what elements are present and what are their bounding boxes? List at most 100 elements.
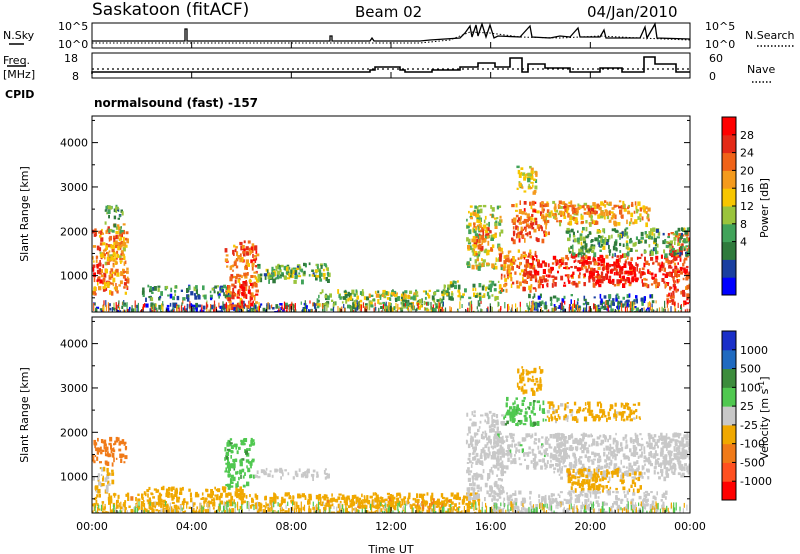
vel-cell — [525, 372, 529, 376]
nsky-label: N.Sky — [3, 29, 35, 42]
vel-cell — [519, 374, 522, 380]
power-cell — [384, 305, 388, 309]
power-cell — [616, 293, 619, 297]
power-cell — [614, 228, 617, 232]
power-cell — [217, 293, 221, 297]
power-cell — [599, 249, 602, 252]
power-cell — [250, 294, 253, 298]
power-cell — [476, 218, 479, 223]
power-cell — [119, 310, 122, 312]
vel-cell — [632, 410, 636, 413]
power-cell — [669, 245, 673, 249]
vel-cell — [113, 457, 115, 463]
vel-cell — [346, 495, 350, 500]
vel-cell — [228, 492, 232, 495]
power-cell — [289, 309, 291, 312]
power-cell — [515, 209, 518, 212]
power-cell — [533, 293, 536, 298]
vel-cell — [648, 452, 651, 457]
power-cell — [580, 255, 585, 259]
vel-cell — [162, 503, 166, 508]
power-cell — [630, 218, 633, 222]
vel-cell — [573, 464, 577, 469]
power-cell — [612, 282, 615, 285]
power-cell — [576, 304, 579, 312]
power-cell — [606, 239, 610, 243]
power-cell — [504, 278, 508, 282]
vel-cell — [486, 477, 489, 481]
vel-cell — [235, 471, 238, 475]
vel-cell — [622, 453, 626, 457]
power-cell — [447, 289, 449, 292]
vel-cell — [174, 490, 177, 494]
power-cell — [648, 307, 650, 312]
power-cell — [329, 293, 332, 298]
power-cell — [237, 302, 241, 308]
vel-cell — [335, 498, 338, 503]
power-cell — [255, 270, 258, 274]
power-cell — [618, 301, 621, 304]
power-cell — [517, 217, 520, 221]
vel-cell — [637, 455, 640, 459]
power-cell — [104, 261, 108, 266]
power-cell — [251, 246, 253, 251]
power-cell — [525, 310, 527, 312]
power-cell — [515, 214, 519, 218]
vel-cell — [393, 496, 396, 500]
power-cell — [252, 259, 256, 262]
power-cell — [469, 205, 473, 208]
power-cell — [587, 208, 591, 213]
power-cell — [461, 304, 463, 308]
vel-cell — [479, 454, 483, 459]
power-cell — [510, 283, 513, 288]
power-cell — [246, 309, 250, 312]
vel-cell — [486, 421, 490, 425]
power-cell — [498, 221, 502, 226]
vel-cell — [121, 439, 125, 444]
power-cell — [378, 307, 380, 312]
power-cell — [485, 234, 488, 240]
vel-cell — [374, 497, 377, 503]
power-cell — [626, 294, 630, 299]
vel-cell — [407, 501, 410, 505]
vel-cell — [258, 503, 261, 507]
power-cell — [671, 247, 675, 251]
vel-cell — [441, 503, 444, 508]
vel-cell — [211, 490, 214, 496]
vel-cell — [304, 496, 307, 500]
vel-cell — [251, 443, 255, 446]
power-cell — [247, 263, 250, 267]
power-cell — [224, 303, 227, 308]
vel-cell — [118, 441, 121, 446]
power-cell — [166, 304, 170, 308]
power-cell — [660, 254, 663, 259]
power-cell — [682, 267, 686, 270]
power-cell — [597, 235, 601, 239]
power-cell — [515, 225, 518, 230]
power-cell — [170, 287, 173, 293]
vel-cell — [104, 477, 108, 483]
power-cell — [618, 206, 622, 209]
power-cell — [478, 233, 481, 236]
vel-cell — [687, 469, 690, 475]
power-cell — [657, 262, 661, 266]
vel-cell — [588, 466, 591, 471]
vel-cell — [211, 495, 213, 498]
vel-cell — [188, 506, 192, 509]
vel-cell — [101, 483, 105, 487]
vel-cell — [341, 497, 344, 500]
vel-cell — [416, 493, 419, 499]
power-cell — [244, 294, 247, 298]
power-cell — [572, 252, 576, 256]
power-cell — [123, 282, 127, 286]
vel-cell — [475, 496, 479, 499]
vel-cell — [626, 403, 630, 406]
power-cell — [562, 305, 565, 310]
vel-cell — [560, 403, 564, 407]
power-cell — [507, 303, 510, 311]
power-cell — [685, 245, 689, 248]
power-cell — [332, 306, 335, 312]
vel-cell — [355, 509, 359, 513]
power-cell — [679, 251, 682, 257]
power-cell — [408, 309, 410, 312]
